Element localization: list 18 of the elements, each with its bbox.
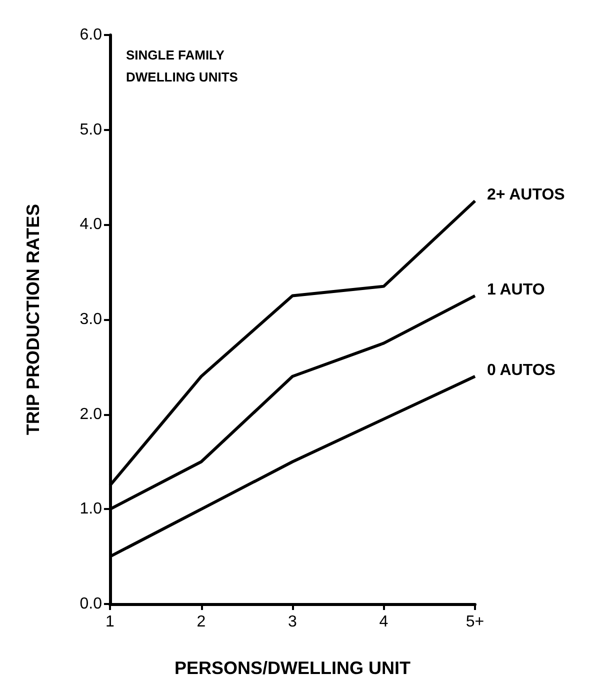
y-tick-label: 6.0 (80, 26, 102, 44)
y-tick-label: 1.0 (80, 500, 102, 518)
y-tick-label: 0.0 (80, 596, 102, 612)
y-axis-title: TRIP PRODUCTION RATES (23, 204, 43, 436)
y-tick-label: 2.0 (80, 406, 102, 423)
series-label: 0 AUTOS (487, 362, 556, 379)
y-tick-label: 5.0 (80, 121, 102, 138)
x-tick-label: 2 (196, 614, 206, 630)
series-label: 2+ AUTOS (487, 186, 566, 204)
x-tick-label: 3 (288, 614, 298, 630)
x-tick-label: 1 (106, 614, 115, 630)
x-tick-label: 5+ (466, 614, 484, 630)
y-tick-label: 3.0 (80, 311, 102, 328)
y-tick-label: 4.0 (80, 216, 102, 234)
x-axis-title: PERSONS/DWELLING UNIT (174, 658, 411, 678)
x-tick-label: 4 (379, 614, 388, 630)
series-label: 1 AUTO (487, 281, 545, 298)
annotation: SINGLE FAMILY DWELLING UNITS (126, 48, 238, 84)
